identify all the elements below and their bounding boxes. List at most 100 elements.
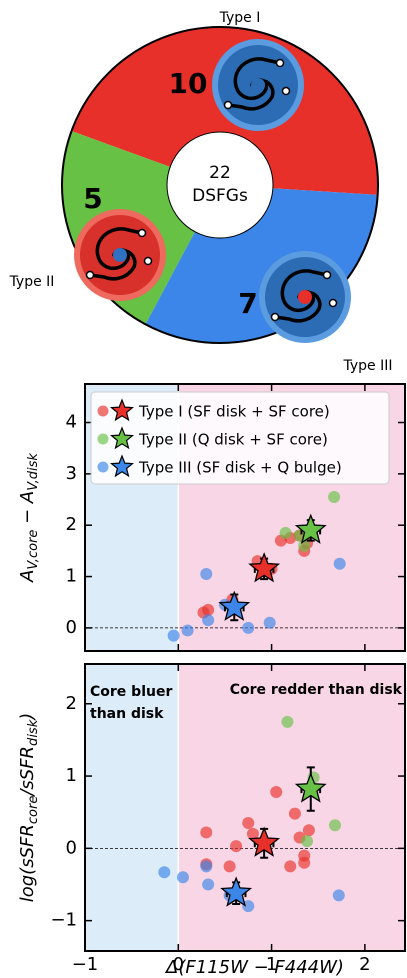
icon-star: [143, 256, 153, 266]
icon-core: [251, 78, 265, 92]
legend-box: [90, 391, 390, 485]
point: [333, 557, 346, 570]
x-axis-label: Δ(F115W − F444W): [164, 957, 344, 978]
point: [242, 817, 255, 830]
point: [288, 807, 301, 820]
x-tick-label: −1: [72, 954, 99, 975]
legend-star: [109, 426, 135, 450]
bluer-region: [85, 664, 179, 951]
point: [281, 715, 294, 728]
y-label-part: log(sSFR: [17, 824, 38, 902]
point: [329, 819, 342, 832]
redder-region: [178, 664, 405, 951]
point: [200, 826, 213, 839]
legend-label: Type III (SF disk + Q bulge): [138, 459, 342, 477]
y-tick-label: 3: [66, 463, 77, 484]
point: [332, 889, 345, 902]
y-label-part: − A: [17, 491, 38, 530]
pie-hole: [166, 131, 274, 239]
galaxy-icon: [74, 209, 166, 301]
slice-value: 7: [238, 287, 257, 320]
icon-star: [328, 298, 338, 308]
point: [230, 840, 243, 853]
point: [202, 878, 215, 891]
point: [202, 603, 215, 616]
slice-label: Type III: [343, 358, 393, 374]
icon-star: [137, 228, 147, 238]
y-label-part: /sSFR: [17, 746, 38, 798]
point: [200, 860, 213, 873]
point: [301, 835, 314, 848]
slice-label: Type II: [9, 274, 55, 290]
icon-star: [281, 86, 291, 96]
point: [167, 629, 180, 642]
plot-frame: [84, 383, 406, 652]
x-tick-label: 0: [173, 954, 184, 975]
point: [181, 624, 194, 637]
slice-value: 10: [169, 67, 208, 100]
icon-star: [270, 312, 280, 322]
y-label-part: V,core: [26, 530, 41, 570]
x-tick-label: 1: [266, 954, 277, 975]
point: [158, 866, 171, 879]
slice-value: 5: [83, 182, 102, 215]
icon-star: [275, 58, 285, 68]
legend-dot: [97, 433, 109, 445]
point: [223, 860, 236, 873]
point: [242, 900, 255, 913]
center-label: DSFGs: [192, 186, 248, 206]
legend-star: [109, 454, 135, 478]
legend-dot: [97, 405, 109, 417]
point: [242, 621, 255, 634]
spiral-arm: [273, 291, 322, 323]
icon-star: [85, 270, 95, 280]
galaxy-icon: [212, 39, 304, 131]
point: [328, 490, 341, 503]
point: [263, 616, 276, 629]
star-marker: [248, 552, 281, 583]
annotation: Core redder than disk: [230, 682, 403, 698]
legend-label: Type I (SF disk + SF core): [138, 403, 330, 421]
point: [176, 871, 189, 884]
spiral-arm: [88, 249, 137, 281]
legend-star: [109, 398, 135, 422]
icon-core: [298, 290, 312, 304]
slice-label: Type I: [219, 10, 261, 26]
point: [284, 860, 297, 873]
y-label-part: V,disk: [26, 453, 41, 491]
point: [279, 526, 292, 539]
y-axis-label: AV,core − AV,disk: [17, 453, 41, 583]
y-label-part: ): [17, 713, 38, 722]
point: [246, 827, 259, 840]
legend-label: Type II (Q disk + SF core): [138, 431, 328, 449]
spiral-arm: [226, 79, 275, 111]
icon-star: [223, 100, 233, 110]
galaxy-icon: [259, 251, 351, 343]
y-tick-label: 1: [66, 566, 77, 587]
y-tick-label: 2: [66, 693, 77, 714]
x-tick-label: 2: [359, 954, 370, 975]
plot-frame: [84, 663, 406, 952]
icon-core: [113, 248, 127, 262]
y-tick-label: 4: [66, 412, 77, 433]
y-tick-label: 1: [66, 765, 77, 786]
y-axis-label: log(sSFRcore/sSFRdisk): [17, 713, 41, 903]
center-value: 22: [209, 163, 231, 183]
y-tick-label: 0: [66, 617, 77, 638]
y-label-part: disk: [26, 719, 41, 746]
y-label-part: A: [17, 570, 38, 583]
y-tick-label: 2: [66, 514, 77, 535]
star-marker: [248, 826, 281, 857]
point: [202, 614, 215, 627]
point: [298, 856, 311, 869]
annotation: Core bluer: [90, 684, 172, 700]
star-marker: [294, 513, 327, 544]
icon-star: [322, 270, 332, 280]
y-label-part: core: [26, 796, 41, 824]
star-marker: [294, 772, 327, 803]
star-marker: [220, 876, 253, 907]
annotation: than disk: [90, 706, 164, 722]
y-tick-label: −1: [50, 910, 77, 931]
point: [200, 567, 213, 580]
